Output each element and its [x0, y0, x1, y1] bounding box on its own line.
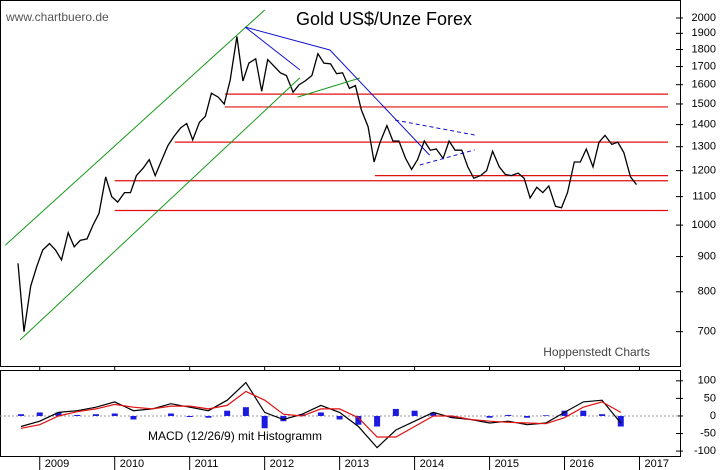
histogram-bar — [167, 413, 174, 416]
y-tick-label: 1400 — [692, 118, 716, 130]
y-tick-label: 1500 — [692, 98, 716, 110]
y-tick-label: 50 — [704, 392, 716, 404]
y-tick-label: 1900 — [692, 27, 716, 39]
trend-line — [19, 77, 301, 341]
histogram-bar — [36, 412, 43, 416]
x-tick-label: 2015 — [495, 458, 519, 470]
y-tick-label: 1600 — [692, 79, 716, 91]
histogram-bar — [17, 414, 24, 416]
histogram-bar — [430, 412, 437, 416]
x-tick-label: 2013 — [345, 458, 369, 470]
histogram-bar — [205, 415, 212, 418]
histogram-bar — [186, 415, 193, 418]
histogram-bar — [299, 414, 306, 416]
trend-line — [395, 119, 475, 136]
histogram-bar — [392, 408, 399, 416]
y-tick-label: 700 — [698, 326, 716, 338]
histogram-bar — [542, 415, 549, 416]
trend-line — [4, 9, 266, 246]
histogram-bar — [355, 415, 362, 425]
y-tick-label: 800 — [698, 286, 716, 298]
trend-line — [245, 26, 331, 51]
histogram-bar — [486, 415, 493, 418]
histogram-bar — [505, 414, 512, 416]
macd-frame — [0, 370, 681, 457]
histogram-bar — [224, 410, 231, 416]
y-tick-label: 100 — [698, 375, 716, 387]
source: www.chartbuero.de — [5, 10, 109, 24]
histogram-bar — [317, 412, 324, 416]
histogram-bar — [55, 412, 62, 416]
histogram-bar — [261, 415, 268, 429]
histogram-bar — [561, 410, 568, 416]
macd-line — [20, 390, 622, 438]
trend-line — [329, 49, 430, 156]
histogram-bar — [524, 415, 531, 418]
histogram-bar — [280, 415, 287, 422]
y-tick-label: 1800 — [692, 43, 716, 55]
price-frame — [0, 0, 681, 367]
x-tick-label: 2010 — [120, 458, 144, 470]
y-tick-label: -100 — [694, 445, 716, 457]
x-tick-label: 2014 — [420, 458, 444, 470]
macd-title: MACD (12/26/9) mit Histogramm — [148, 429, 322, 443]
histogram-bar — [74, 414, 81, 416]
price-line — [17, 36, 638, 332]
y-tick-label: 900 — [698, 250, 716, 262]
histogram-bar — [336, 415, 343, 420]
histogram-bar — [411, 410, 418, 416]
y-tick-label: 1300 — [692, 141, 716, 153]
trend-line — [244, 26, 301, 71]
histogram-bar — [130, 415, 137, 420]
x-tick-label: 2016 — [570, 458, 594, 470]
y-tick-label: 1000 — [692, 219, 716, 231]
histogram-bar — [92, 414, 99, 416]
y-tick-label: 2000 — [692, 12, 716, 24]
histogram-bar — [374, 415, 381, 427]
trend-line — [419, 149, 475, 166]
histogram-bar — [599, 414, 606, 416]
histogram-bar — [111, 413, 118, 416]
y-tick-label: 1100 — [692, 191, 716, 203]
histogram-bar — [449, 415, 456, 418]
y-tick-label: 1200 — [692, 165, 716, 177]
x-tick-label: 2012 — [270, 458, 294, 470]
histogram-bar — [580, 410, 587, 416]
y-tick-label: -50 — [700, 427, 716, 439]
histogram-bar — [242, 407, 249, 416]
y-tick-label: 0 — [710, 410, 716, 422]
x-tick-label: 2017 — [645, 458, 669, 470]
y-tick-label: 1700 — [692, 60, 716, 72]
trend-line — [297, 77, 361, 98]
x-tick-label: 2011 — [195, 458, 219, 470]
x-tick-label: 2009 — [45, 458, 69, 470]
credit: Hoppenstedt Charts — [543, 345, 650, 359]
chart-title: Gold US$/Unze Forex — [296, 9, 472, 29]
histogram-bar — [617, 415, 624, 427]
